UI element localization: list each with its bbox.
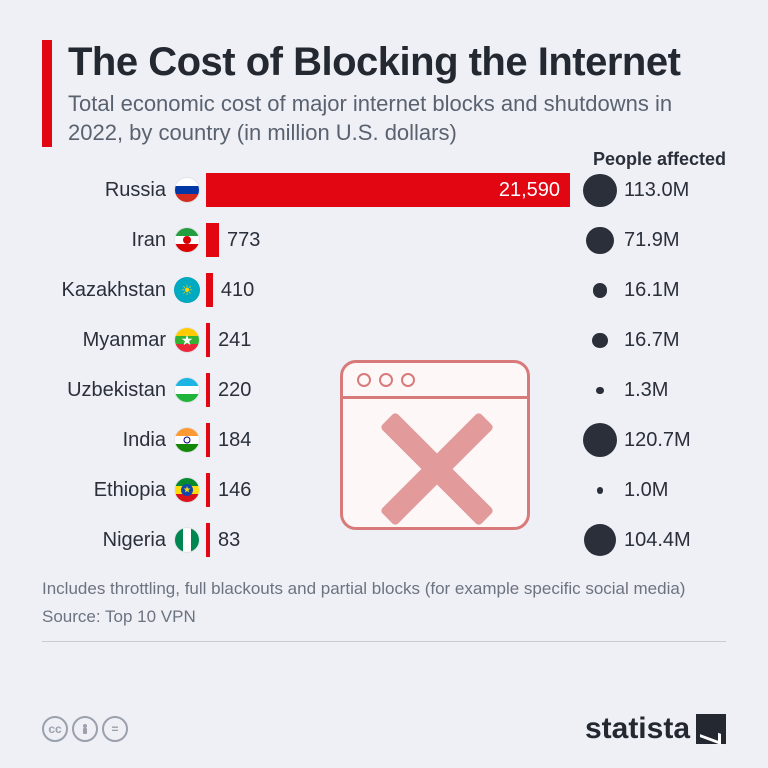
page-subtitle: Total economic cost of major internet bl… — [68, 90, 726, 147]
header: The Cost of Blocking the Internet Total … — [42, 40, 726, 147]
people-value: 120.7M — [624, 429, 704, 452]
footer: cc = statista — [42, 712, 726, 746]
flag-icon-india — [174, 427, 200, 453]
people-value: 1.0M — [624, 479, 704, 502]
cc-by-icon — [72, 716, 98, 742]
flag-icon-ethiopia: ★ — [174, 477, 200, 503]
flag-icon-kazakhstan: ☀ — [174, 277, 200, 303]
country-label: India — [42, 429, 174, 452]
people-dot — [597, 487, 604, 494]
cost-value: 241 — [218, 329, 251, 352]
people-dot — [584, 524, 616, 556]
page-title: The Cost of Blocking the Internet — [68, 40, 726, 84]
flag-icon-myanmar: ★ — [174, 327, 200, 353]
cost-value: 83 — [218, 529, 240, 552]
accent-bar — [42, 40, 52, 147]
cost-bar — [206, 373, 210, 407]
divider — [42, 641, 726, 642]
flag-icon-russia — [174, 177, 200, 203]
people-value: 113.0M — [624, 179, 704, 202]
country-label: Nigeria — [42, 529, 174, 552]
cost-bar — [206, 223, 219, 257]
source-line: Source: Top 10 VPN — [42, 607, 726, 627]
chart-row: Russia 21,590 113.0M — [42, 169, 726, 211]
cost-value: 410 — [221, 279, 254, 302]
people-dot — [583, 174, 616, 207]
flag-icon-nigeria — [174, 527, 200, 553]
cost-bar — [206, 473, 210, 507]
people-dot — [593, 283, 608, 298]
brand-text: statista — [585, 712, 690, 746]
cost-value: 21,590 — [499, 179, 560, 202]
cost-value: 146 — [218, 479, 251, 502]
people-dot — [596, 387, 603, 394]
country-label: Uzbekistan — [42, 379, 174, 402]
people-value: 104.4M — [624, 529, 704, 552]
cc-icon: cc — [42, 716, 68, 742]
blocked-browser-icon — [340, 360, 530, 530]
cost-bar — [206, 523, 210, 557]
chart-row: Iran 773 71.9M — [42, 219, 726, 261]
cost-value: 184 — [218, 429, 251, 452]
cost-bar — [206, 423, 210, 457]
country-label: Kazakhstan — [42, 279, 174, 302]
flag-icon-uzbekistan — [174, 377, 200, 403]
people-dot — [592, 333, 607, 348]
people-value: 16.7M — [624, 329, 704, 352]
country-label: Russia — [42, 179, 174, 202]
cost-value: 773 — [227, 229, 260, 252]
footnote: Includes throttling, full blackouts and … — [42, 577, 726, 601]
country-label: Ethiopia — [42, 479, 174, 502]
cc-license-icons: cc = — [42, 716, 128, 742]
brand-mark-icon — [696, 714, 726, 744]
cost-bar — [206, 273, 213, 307]
country-label: Iran — [42, 229, 174, 252]
people-value: 1.3M — [624, 379, 704, 402]
country-label: Myanmar — [42, 329, 174, 352]
flag-icon-iran — [174, 227, 200, 253]
cost-bar — [206, 323, 210, 357]
cost-value: 220 — [218, 379, 251, 402]
people-dot — [583, 423, 617, 457]
people-value: 16.1M — [624, 279, 704, 302]
people-value: 71.9M — [624, 229, 704, 252]
cc-nd-icon: = — [102, 716, 128, 742]
chart-row: Kazakhstan☀ 410 16.1M — [42, 269, 726, 311]
people-affected-header: People affected — [593, 149, 726, 170]
chart-row: Myanmar★ 241 16.7M — [42, 319, 726, 361]
brand-logo: statista — [585, 712, 726, 746]
people-dot — [586, 227, 613, 254]
